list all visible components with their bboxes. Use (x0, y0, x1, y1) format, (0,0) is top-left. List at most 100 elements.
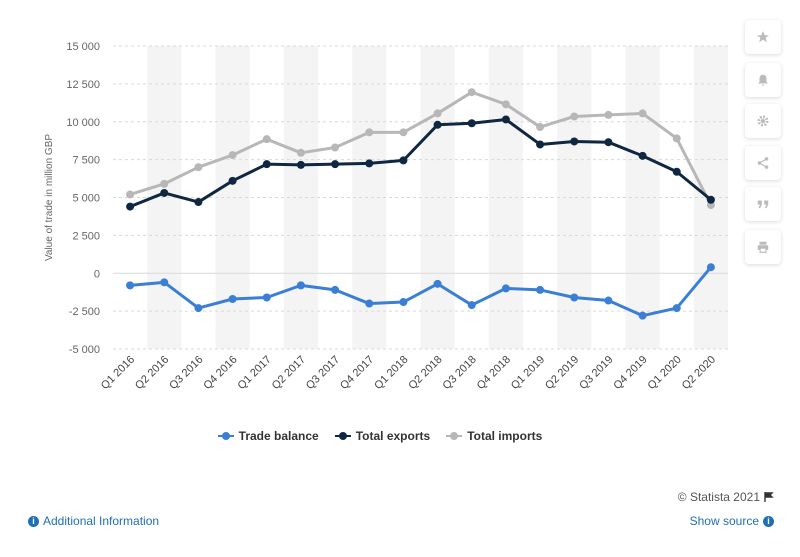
x-tick-label: Q4 2017 (338, 354, 376, 392)
y-tick-label: 7 500 (72, 155, 100, 167)
print-button[interactable] (745, 230, 781, 264)
data-point (296, 160, 305, 169)
x-tick-label: Q4 2019 (611, 354, 649, 392)
data-point (536, 123, 545, 132)
x-tick-label: Q2 2018 (406, 354, 444, 392)
y-tick-label: -2 500 (69, 306, 100, 318)
series-line (129, 266, 713, 318)
data-point (570, 293, 579, 302)
x-tick-label: Q1 2017 (236, 354, 274, 392)
data-point (433, 279, 442, 288)
settings-button[interactable] (745, 104, 781, 138)
legend-item-total-exports[interactable]: Total exports (334, 429, 431, 443)
data-point (399, 128, 408, 137)
data-point (194, 198, 203, 207)
y-tick-label: 5 000 (72, 193, 100, 205)
info-icon: i (28, 515, 39, 527)
x-tick-label: Q4 2018 (475, 354, 513, 392)
legend-label: Total imports (467, 429, 543, 443)
notification-button[interactable] (745, 63, 781, 97)
y-tick-label: 0 (94, 268, 100, 280)
data-point (194, 304, 203, 313)
additional-information-label: Additional Information (43, 514, 160, 528)
y-tick-label: 15 000 (66, 41, 100, 53)
data-point (126, 281, 135, 290)
star-icon (757, 31, 769, 43)
data-point (638, 311, 647, 320)
data-point (604, 110, 613, 119)
show-source-link[interactable]: Show source i (690, 514, 774, 528)
data-point (365, 159, 374, 168)
column-band (557, 46, 592, 349)
data-point (706, 263, 715, 272)
y-tick-label: 10 000 (66, 117, 100, 129)
data-point (262, 293, 271, 302)
cite-button[interactable] (745, 187, 781, 221)
data-point (604, 296, 613, 305)
data-point (433, 109, 442, 118)
legend-label: Trade balance (238, 429, 319, 443)
statista-credit[interactable]: © Statista 2021 (678, 490, 774, 504)
data-point (638, 109, 647, 118)
legend-label: Total exports (355, 429, 431, 443)
x-tick-label: Q2 2017 (270, 354, 308, 392)
x-tick-label: Q4 2016 (201, 354, 239, 392)
data-point (467, 119, 476, 128)
data-point (228, 176, 237, 185)
data-point (365, 128, 374, 137)
x-tick-label: Q3 2016 (167, 354, 205, 392)
share-icon (757, 157, 769, 169)
data-point (331, 160, 340, 169)
quote-icon (757, 200, 769, 209)
data-point (331, 143, 340, 152)
data-point (296, 281, 305, 290)
x-tick-label: Q2 2016 (133, 354, 171, 392)
data-point (536, 140, 545, 149)
chart-legend: Trade balance Total exports Total import… (0, 429, 760, 443)
y-tick-label: 2 500 (72, 230, 100, 242)
y-axis-label: Value of trade in million GBP (44, 134, 55, 261)
share-button[interactable] (745, 146, 781, 180)
series-line (129, 117, 712, 208)
x-tick-label: Q3 2019 (577, 354, 615, 392)
data-point (262, 160, 271, 169)
x-tick-label: Q1 2018 (372, 354, 410, 392)
legend-item-trade-balance[interactable]: Trade balance (217, 429, 319, 443)
data-point (570, 112, 579, 121)
data-point (126, 190, 135, 199)
data-point (126, 202, 135, 211)
x-tick-label: Q3 2017 (304, 354, 342, 392)
credit-text: © Statista 2021 (677, 490, 760, 504)
data-point (228, 151, 237, 160)
flag-icon (764, 492, 774, 502)
y-tick-label: -5 000 (69, 344, 100, 356)
data-point (638, 151, 647, 160)
data-point (501, 100, 510, 109)
series-line (129, 90, 713, 206)
data-point (672, 134, 681, 143)
data-point (160, 278, 169, 287)
data-point (672, 167, 681, 176)
x-tick-label: Q2 2019 (543, 354, 581, 392)
x-tick-label: Q2 2020 (680, 354, 718, 392)
chart-area: 15 000 12 500 10 000 7 500 5 000 2 500 0 -2 500… (44, 41, 728, 392)
data-point (296, 148, 305, 157)
favorite-button[interactable] (745, 20, 781, 54)
legend-swatch (446, 431, 463, 441)
data-point (706, 195, 715, 204)
data-point (604, 138, 613, 147)
print-icon (757, 241, 769, 253)
data-point (501, 115, 510, 124)
x-tick-label: Q3 2018 (441, 354, 479, 392)
gear-icon (757, 115, 769, 127)
show-source-label: Show source (689, 514, 759, 528)
data-point (194, 163, 203, 172)
data-point (570, 137, 579, 146)
data-point (160, 188, 169, 197)
bell-icon (758, 74, 768, 86)
data-point (433, 120, 442, 129)
legend-item-total-imports[interactable]: Total imports (446, 429, 542, 443)
legend-swatch (217, 431, 234, 441)
additional-information-link[interactable]: i Additional Information (28, 514, 159, 528)
data-point (262, 135, 271, 144)
